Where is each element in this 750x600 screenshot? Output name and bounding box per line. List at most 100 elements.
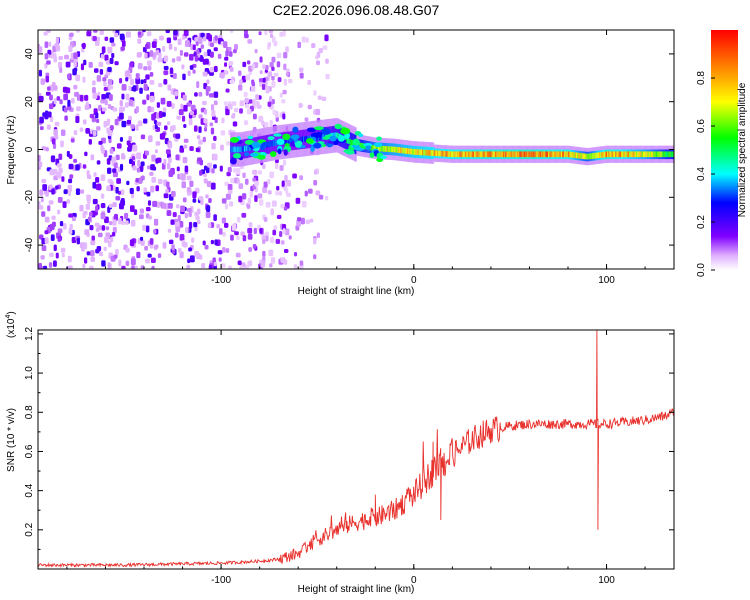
spectrogram-cell	[271, 36, 276, 43]
spectrogram-cell	[239, 79, 243, 85]
spectrogram-cell	[222, 231, 226, 237]
spectrogram-cell	[507, 151, 510, 158]
spectrogram-cell	[48, 41, 52, 47]
spectrogram-cell	[44, 216, 50, 223]
spectrogram-cell	[254, 195, 258, 203]
spectrogram-cell	[508, 151, 511, 158]
spectrogram-cell	[623, 151, 626, 158]
spectrogram-cell	[511, 151, 513, 158]
spectrogram-cell	[224, 203, 229, 210]
spectrogram-cell	[485, 151, 488, 158]
snr-multiplier-exponent: 4	[5, 315, 12, 319]
spectrogram-cell	[175, 133, 181, 139]
spectrogram-cell	[120, 46, 125, 51]
snr-multiplier: (x104)	[5, 311, 17, 338]
spectrogram-cell	[669, 151, 672, 158]
spectrogram-cell	[301, 36, 306, 43]
spectrogram-cell	[568, 151, 571, 158]
spectrogram-cell	[299, 175, 304, 181]
spectrogram-cell	[126, 70, 131, 76]
spectrogram-cell	[228, 51, 233, 57]
spectrogram-cell	[86, 251, 91, 256]
spectrogram-cell	[73, 52, 78, 60]
spectrogram-cell	[189, 180, 194, 188]
spectrogram-cell	[194, 250, 199, 257]
spectrogram-cell	[573, 152, 576, 158]
spectrogram-cell	[315, 108, 321, 116]
spectrogram-cell	[239, 146, 242, 153]
spectrogram-cell	[102, 77, 107, 82]
spectrogram-cell	[184, 212, 188, 219]
spectrogram-cell	[95, 112, 99, 119]
spectrogram-xtick-label: 100	[598, 275, 615, 286]
spectrogram-cell	[119, 163, 124, 171]
spectrogram-cell	[585, 153, 587, 160]
spectrogram-ytick-label: 0	[24, 146, 35, 152]
spectrogram-cell	[238, 183, 244, 189]
spectrogram-cell	[149, 171, 154, 176]
spectrogram-cell	[594, 152, 597, 159]
spectrogram-cell	[98, 104, 102, 111]
spectrogram-cell	[253, 227, 257, 234]
spectrogram-ytick-label: -40	[24, 237, 35, 252]
snr-ytick-label: 0.8	[24, 405, 35, 419]
spectrogram-cell	[179, 251, 184, 259]
spectrogram-cell	[634, 151, 637, 158]
spectrogram-cell	[656, 151, 659, 158]
spectrogram-cell	[601, 151, 604, 158]
spectrogram-cell	[274, 140, 276, 146]
spectrogram-cell	[112, 107, 118, 112]
spectrogram-cell	[44, 53, 49, 60]
spectrogram-cell	[226, 171, 231, 177]
snr-xtick-label: 100	[598, 575, 615, 586]
spectrogram-cell	[70, 52, 74, 60]
spectrogram-cell	[526, 151, 528, 158]
spectrogram-cell	[55, 252, 59, 259]
spectrogram-cell	[75, 116, 80, 123]
spectrogram-cell	[217, 250, 223, 255]
spectrogram-cell	[38, 161, 43, 168]
spectrogram-cell	[299, 72, 304, 79]
spectrogram-cell	[103, 86, 108, 92]
spectrogram-cell	[180, 173, 186, 181]
spectrogram-cell	[57, 228, 63, 234]
spectrogram-cell	[595, 152, 598, 159]
spectrogram-cell	[100, 193, 105, 199]
spectrogram-cell	[142, 224, 147, 231]
spectrogram-cell	[108, 94, 113, 101]
spectrogram-cell	[192, 69, 196, 74]
spectrogram-cell	[59, 220, 64, 227]
spectrogram-cell	[145, 258, 150, 264]
spectrogram-cell	[521, 151, 524, 158]
spectrogram-cell	[186, 175, 192, 181]
spectrogram-cell	[242, 172, 246, 178]
spectrogram-cell	[256, 101, 260, 109]
spectrogram-cell	[238, 70, 242, 76]
spectrogram-cell	[267, 190, 272, 195]
spectrogram-cell	[92, 36, 97, 42]
spectrogram-cell	[107, 46, 113, 54]
spectrogram-cell	[119, 112, 124, 120]
spectrogram-cell	[87, 174, 92, 180]
spectrogram-cell	[73, 67, 78, 72]
spectrogram-cell	[50, 155, 56, 163]
spectrogram-cell	[44, 41, 49, 48]
spectrogram-cell	[38, 69, 43, 77]
spectrogram-cell	[281, 99, 286, 104]
spectrogram-cell	[275, 140, 278, 146]
spectrogram-cell	[315, 60, 320, 66]
spectrogram-cell	[182, 115, 186, 122]
spectrogram-cell	[225, 248, 230, 253]
spectrogram-cell	[337, 133, 340, 139]
spectrogram-cell	[205, 211, 211, 218]
spectrogram-cell	[182, 156, 188, 164]
spectrogram-cell	[269, 120, 273, 127]
spectrogram-cell	[166, 181, 170, 189]
colorbar-tick-label: 0.8	[696, 71, 707, 85]
spectrogram-cell	[113, 254, 118, 259]
spectrogram-cell	[534, 151, 537, 158]
spectrogram-cell	[103, 81, 107, 87]
spectrogram-cell	[48, 184, 53, 191]
spectrogram-cell	[280, 203, 285, 209]
spectrogram-cell	[143, 118, 148, 124]
